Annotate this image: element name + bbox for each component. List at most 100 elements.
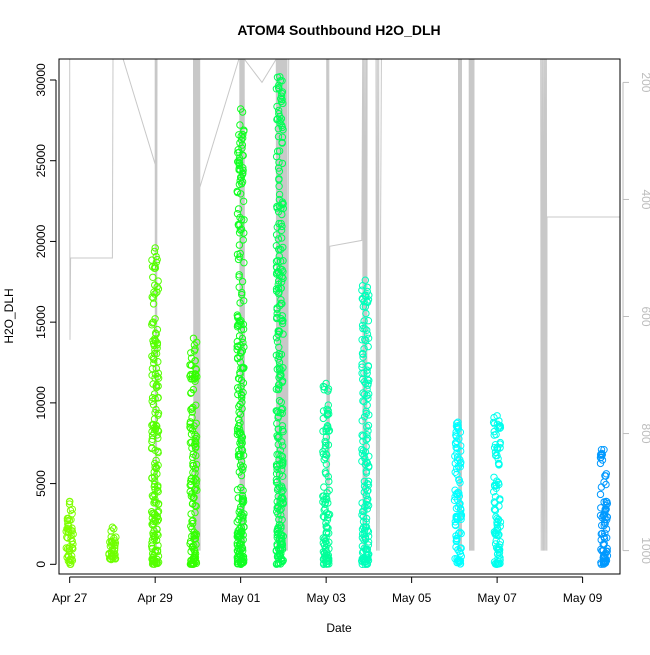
data-point <box>324 524 332 532</box>
data-point <box>278 300 286 308</box>
data-point <box>358 360 366 368</box>
data-point <box>452 464 461 473</box>
data-point <box>151 264 160 272</box>
data-point <box>323 560 331 568</box>
data-point <box>322 379 330 388</box>
data-point <box>602 480 610 489</box>
series-9-points <box>450 418 466 568</box>
data-point <box>454 503 462 511</box>
data-point <box>455 435 463 443</box>
data-point <box>273 310 281 318</box>
data-point <box>238 491 247 500</box>
data-point <box>494 546 502 554</box>
data-point <box>152 364 161 373</box>
data-point <box>233 486 242 494</box>
data-point <box>240 229 248 237</box>
data-point <box>153 431 161 439</box>
series-5-points <box>233 105 248 568</box>
y-tick-label: 15000 <box>34 305 48 339</box>
data-point <box>278 426 287 434</box>
data-point <box>456 544 464 552</box>
data-point <box>152 252 160 261</box>
data-point <box>490 473 498 481</box>
data-point <box>602 470 610 478</box>
data-point <box>237 317 245 325</box>
data-point <box>492 484 500 492</box>
data-point <box>275 219 283 228</box>
data-point <box>239 338 247 347</box>
data-point <box>596 511 605 520</box>
data-point <box>364 296 373 304</box>
data-point <box>111 555 119 563</box>
data-point <box>188 438 196 446</box>
data-point <box>150 535 159 543</box>
x-tick-label: May 07 <box>477 591 517 605</box>
data-point <box>151 374 159 382</box>
secondary-y-axis: 200 400 600 800 1000 <box>622 72 650 564</box>
data-point <box>151 496 159 504</box>
data-points <box>62 73 612 568</box>
data-point <box>154 374 163 382</box>
data-point <box>321 500 329 508</box>
data-point <box>187 424 195 433</box>
data-point <box>235 221 243 230</box>
data-point <box>148 542 156 550</box>
data-point <box>457 442 465 450</box>
data-point <box>277 537 286 545</box>
data-point <box>362 523 371 531</box>
data-point <box>319 407 328 415</box>
data-point <box>187 349 195 357</box>
data-point <box>276 370 284 378</box>
data-point <box>276 506 284 514</box>
data-point <box>274 327 282 335</box>
data-point <box>603 513 611 521</box>
data-point <box>492 451 500 460</box>
data-point <box>272 287 281 295</box>
data-point <box>237 540 245 548</box>
data-point <box>191 486 199 494</box>
data-point <box>148 492 157 500</box>
data-point <box>325 486 333 494</box>
data-point <box>489 418 498 427</box>
data-point <box>491 448 500 456</box>
data-point <box>277 371 285 379</box>
data-point <box>277 522 285 530</box>
data-point <box>492 536 500 545</box>
data-point <box>276 112 284 121</box>
data-point <box>149 318 158 326</box>
data-point <box>320 541 329 549</box>
data-point <box>64 527 72 536</box>
data-point <box>237 471 246 480</box>
data-point <box>492 430 500 439</box>
data-point <box>235 154 244 162</box>
y-tick-label: 10000 <box>34 386 48 420</box>
data-point <box>495 461 503 469</box>
data-point <box>325 426 334 435</box>
data-point <box>363 431 371 439</box>
data-point <box>108 541 116 549</box>
data-point <box>364 342 372 351</box>
data-point <box>358 548 367 557</box>
data-point <box>66 506 75 515</box>
data-point <box>359 353 367 361</box>
data-point <box>66 556 74 564</box>
data-point <box>192 419 200 427</box>
data-point <box>238 141 247 149</box>
series-1-points <box>62 497 77 568</box>
data-point <box>358 349 367 358</box>
data-point <box>235 158 243 167</box>
data-point <box>454 418 462 426</box>
data-point <box>191 469 199 477</box>
data-point <box>361 460 369 469</box>
data-point <box>149 556 158 565</box>
data-point <box>599 553 607 562</box>
data-point <box>154 507 163 516</box>
data-point <box>599 546 608 555</box>
data-point <box>235 229 244 237</box>
data-point <box>189 494 198 503</box>
data-point <box>236 506 244 514</box>
x-axis-label: Date <box>326 621 352 635</box>
series-4-points <box>186 334 201 568</box>
data-point <box>279 200 287 208</box>
data-point <box>278 312 286 320</box>
